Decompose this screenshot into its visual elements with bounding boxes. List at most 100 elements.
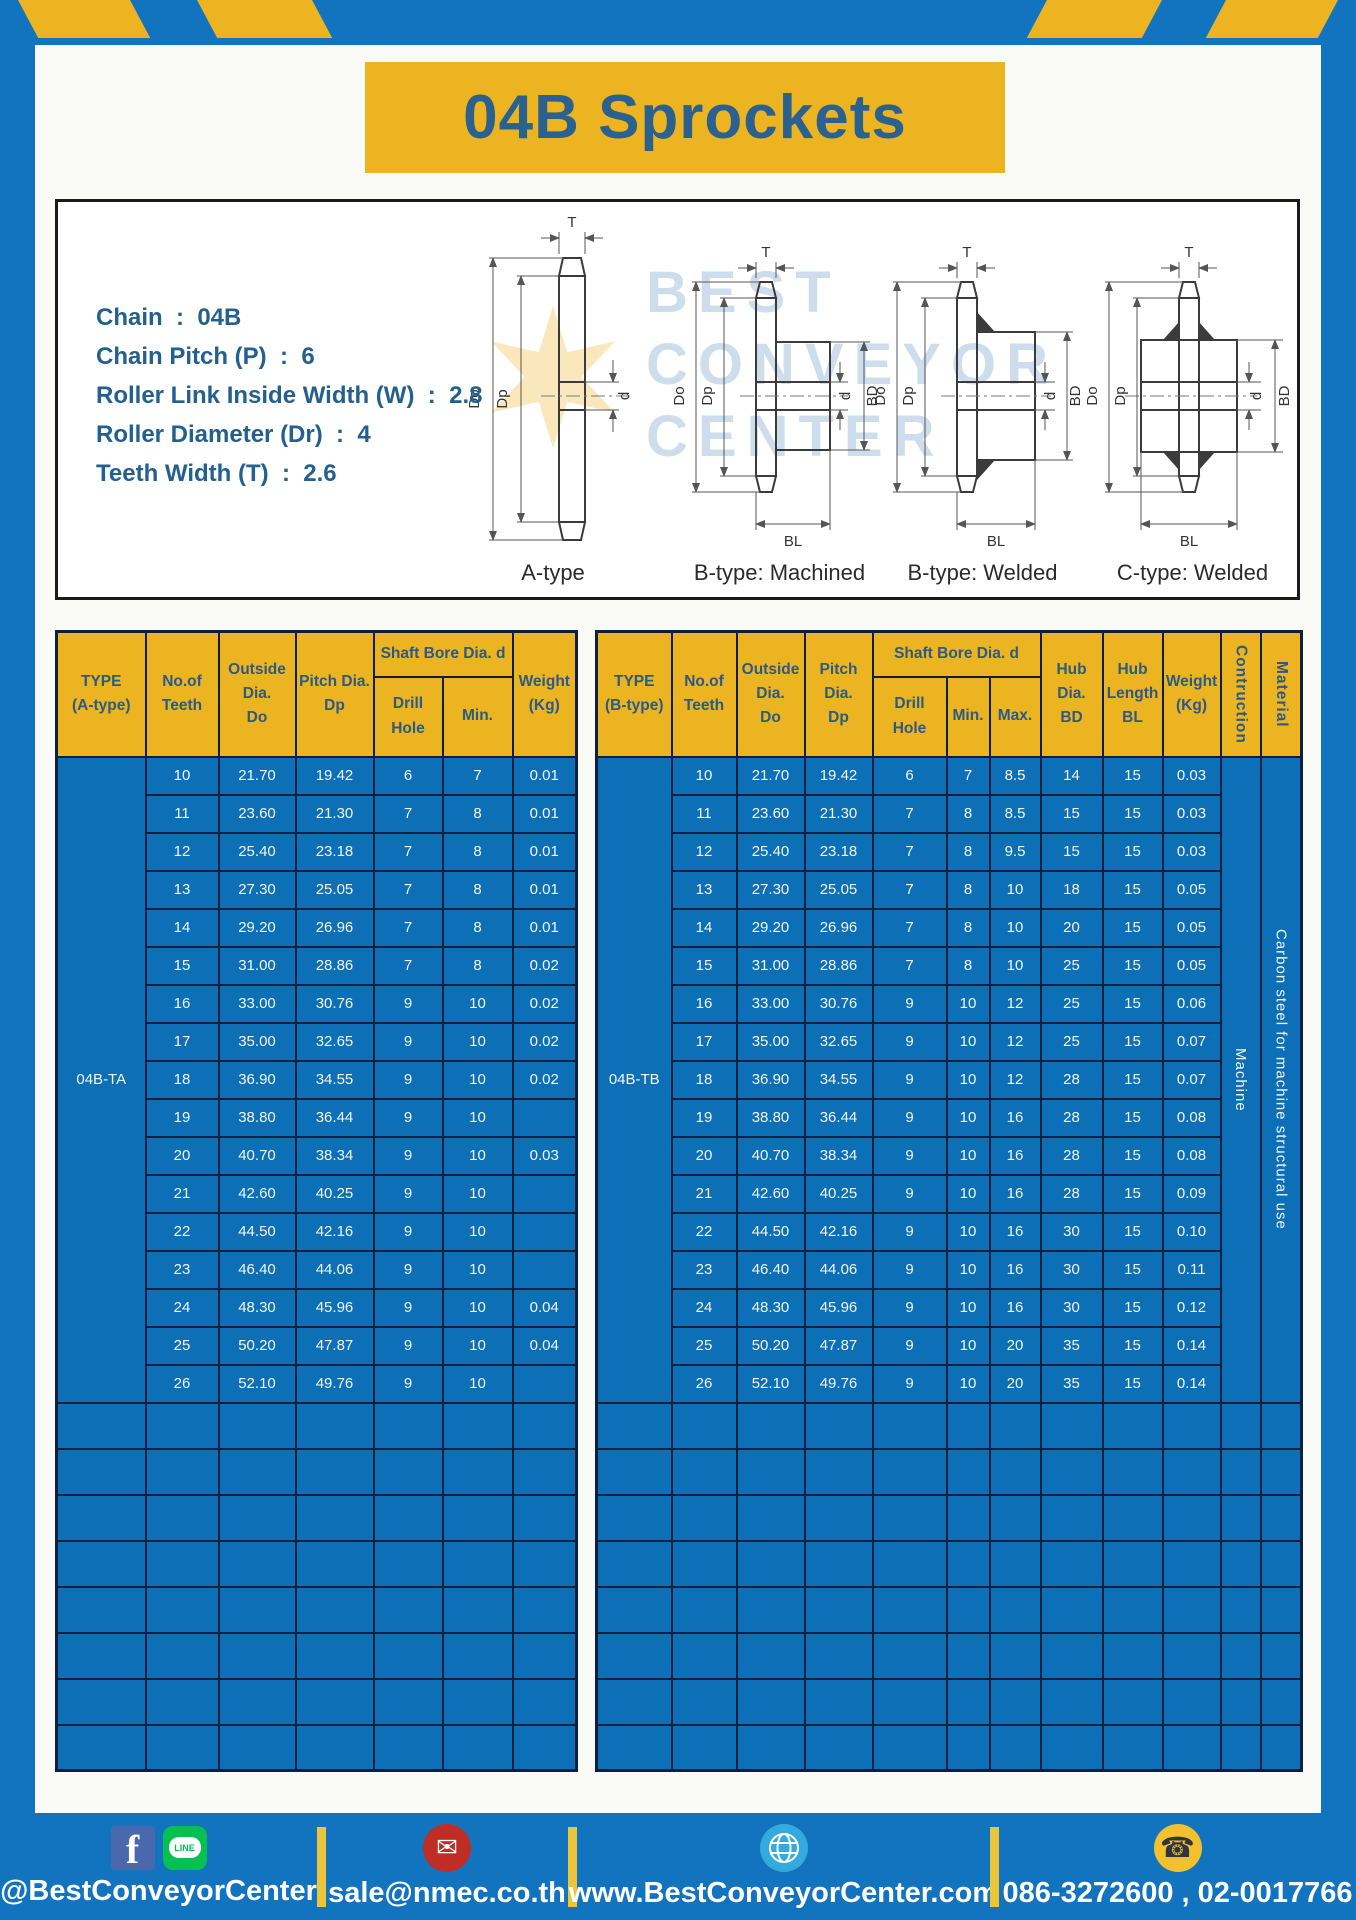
table-cell bbox=[595, 1539, 673, 1588]
table-cell: 42.16 bbox=[294, 1211, 375, 1252]
svg-text:T: T bbox=[567, 214, 576, 231]
table-row: 04B-TA 10 21.70 19.42 6 7 0.01 bbox=[55, 755, 578, 1404]
column-header-teeth: No.of Teeth bbox=[670, 630, 738, 758]
table-cell: 0.03 bbox=[1161, 831, 1222, 872]
table-cell bbox=[595, 1631, 673, 1680]
globe-icon[interactable] bbox=[759, 1823, 808, 1872]
table-cell bbox=[670, 1585, 738, 1634]
table-cell: 10 bbox=[988, 945, 1042, 986]
table-cell: 32.65 bbox=[294, 1021, 375, 1062]
table-cell: 10 bbox=[945, 1135, 991, 1176]
table-cell bbox=[871, 1401, 948, 1450]
svg-text:d: d bbox=[837, 392, 854, 400]
table-cell bbox=[988, 1677, 1042, 1726]
table-row: 24 48.30 45.96 9 10 0.04 bbox=[57, 1287, 578, 1328]
table-cell: 9 bbox=[871, 1135, 948, 1176]
table-cell: 0.08 bbox=[1161, 1097, 1222, 1138]
table-cell: 0.14 bbox=[1161, 1325, 1222, 1366]
table-cell bbox=[511, 1401, 578, 1450]
table-cell: 15 bbox=[1101, 1173, 1164, 1214]
table-row: 11 23.60 21.30 7 8 8.5 15 15 0.03 bbox=[597, 793, 1302, 834]
watermark: BEST CONVEYOR CENTER bbox=[478, 227, 1058, 557]
table-cell: 18 bbox=[670, 1059, 738, 1100]
table-cell: 16 bbox=[988, 1173, 1042, 1214]
table-cell: 31.00 bbox=[217, 945, 297, 986]
table-cell: 44.06 bbox=[294, 1249, 375, 1290]
table-cell: 49.76 bbox=[803, 1363, 874, 1404]
table-row: 22 44.50 42.16 9 10 bbox=[57, 1211, 578, 1252]
table-cell: 15 bbox=[1101, 1325, 1164, 1366]
table-cell: 10 bbox=[945, 1173, 991, 1214]
table-cell bbox=[217, 1447, 297, 1496]
footer: f LINE @BestConveyorCenter ✉ sale@nmec.c… bbox=[0, 1813, 1356, 1920]
table-cell: 10 bbox=[945, 1325, 991, 1366]
table-row: 12 25.40 23.18 7 8 0.01 bbox=[57, 831, 578, 872]
table-row: 18 36.90 34.55 9 10 12 28 15 0.07 bbox=[597, 1059, 1302, 1100]
table-cell bbox=[670, 1539, 738, 1588]
svg-text:d: d bbox=[616, 392, 633, 400]
table-row: 21 42.60 40.25 9 10 bbox=[57, 1173, 578, 1214]
table-cell bbox=[55, 1447, 147, 1496]
table-cell: 15 bbox=[1101, 1211, 1164, 1252]
table-cell: 8.5 bbox=[988, 755, 1042, 796]
table-cell: 20 bbox=[670, 1135, 738, 1176]
table-cell: 20 bbox=[1039, 907, 1104, 948]
table-cell bbox=[1101, 1401, 1164, 1450]
empty-table-row bbox=[595, 1677, 1303, 1726]
line-app-icon[interactable]: LINE bbox=[162, 1825, 207, 1870]
table-cell: 47.87 bbox=[294, 1325, 375, 1366]
table-cell: 10 bbox=[441, 1097, 514, 1138]
table-row: 15 31.00 28.86 7 8 0.02 bbox=[57, 945, 578, 986]
table-cell: 25.40 bbox=[735, 831, 806, 872]
table-cell bbox=[988, 1585, 1042, 1634]
table-cell: 19 bbox=[144, 1097, 220, 1138]
table-cell: 10 bbox=[441, 1325, 514, 1366]
table-cell: 04B-TA bbox=[55, 755, 147, 1404]
phone-icon[interactable]: ☎ bbox=[1153, 1823, 1202, 1872]
table-cell: 16 bbox=[988, 1287, 1042, 1328]
facebook-icon[interactable]: f bbox=[110, 1825, 155, 1870]
table-cell bbox=[1161, 1631, 1222, 1680]
table-cell: 28.86 bbox=[803, 945, 874, 986]
table-cell bbox=[294, 1401, 375, 1450]
table-cell: 10 bbox=[988, 907, 1042, 948]
table-cell bbox=[1101, 1539, 1164, 1588]
table-cell: 0.02 bbox=[511, 1059, 578, 1100]
table-cell bbox=[441, 1631, 514, 1680]
table-cell bbox=[144, 1493, 220, 1542]
table-cell: 49.76 bbox=[294, 1363, 375, 1404]
table-cell: 0.11 bbox=[1161, 1249, 1222, 1290]
table-cell: 34.55 bbox=[803, 1059, 874, 1100]
table-cell: 10 bbox=[441, 983, 514, 1024]
watermark-star-icon bbox=[491, 305, 615, 449]
table-cell: 9 bbox=[372, 1287, 444, 1328]
column-header-max: Max. bbox=[988, 675, 1042, 758]
drawing-c-type-welded: T bbox=[1084, 214, 1300, 586]
table-cell bbox=[441, 1723, 514, 1772]
table-cell: 9 bbox=[372, 1325, 444, 1366]
table-cell: 15 bbox=[1101, 1097, 1164, 1138]
table-row: 25 50.20 47.87 9 10 0.04 bbox=[57, 1325, 578, 1366]
social-handle[interactable]: @BestConveyorCenter bbox=[0, 1874, 317, 1907]
table-cell bbox=[294, 1447, 375, 1496]
table-cell: 10 bbox=[945, 1249, 991, 1290]
table-cell: 17 bbox=[144, 1021, 220, 1062]
table-cell: 40.70 bbox=[735, 1135, 806, 1176]
website-url[interactable]: www.BestConveyorCenter.com bbox=[568, 1876, 999, 1909]
table-cell bbox=[511, 1631, 578, 1680]
table-cell: 12 bbox=[670, 831, 738, 872]
table-cell bbox=[595, 1493, 673, 1542]
column-header-drill-hole: Drill Hole bbox=[372, 675, 444, 758]
table-row: 22 44.50 42.16 9 10 16 30 15 0.10 bbox=[597, 1211, 1302, 1252]
table-cell bbox=[1039, 1539, 1104, 1588]
email-address[interactable]: sale@nmec.co.th bbox=[328, 1876, 566, 1909]
phone-numbers[interactable]: 086-3272600 , 02-0017766 bbox=[1002, 1876, 1353, 1909]
email-icon[interactable]: ✉ bbox=[423, 1823, 471, 1872]
table-row: 25 50.20 47.87 9 10 20 35 15 0.14 bbox=[597, 1325, 1302, 1366]
table-cell bbox=[1039, 1631, 1104, 1680]
table-row: 13 27.30 25.05 7 8 10 18 15 0.05 bbox=[597, 869, 1302, 910]
table-cell bbox=[144, 1447, 220, 1496]
table-cell bbox=[595, 1401, 673, 1450]
table-cell: 15 bbox=[1101, 793, 1164, 834]
empty-table-row bbox=[55, 1493, 578, 1542]
